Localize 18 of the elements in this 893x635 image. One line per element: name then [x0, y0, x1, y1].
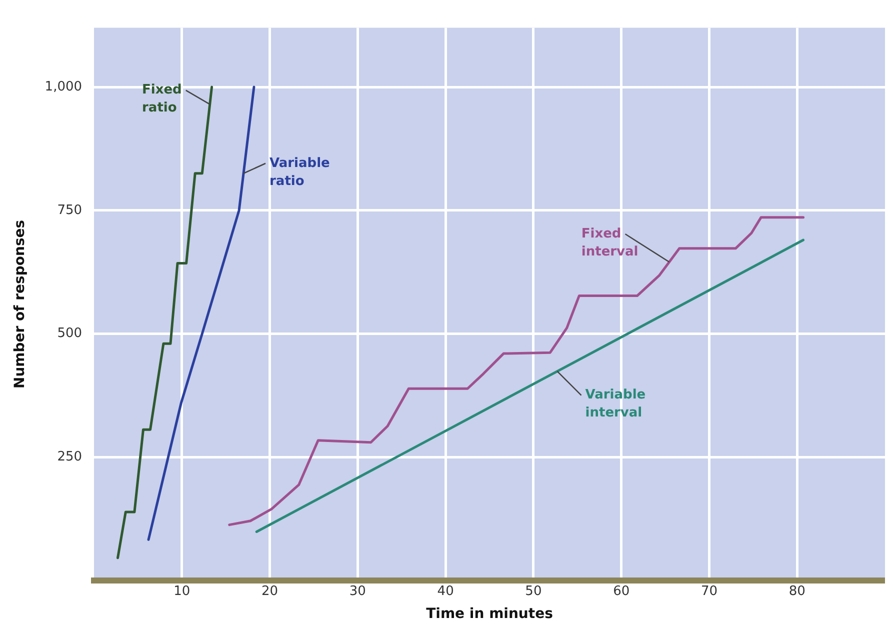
text: Variable interval [585, 388, 646, 421]
y-axis-title: Number of responses [12, 220, 28, 389]
x-tick-label: 10 [174, 584, 190, 599]
x-tick-label: 50 [525, 584, 542, 599]
x-tick-label: 60 [613, 584, 630, 599]
x-tick-label: 20 [262, 584, 278, 599]
text: Fixed interval [581, 226, 638, 260]
y-tick-label: 750 [57, 202, 82, 218]
series-label: Variable ratio [270, 156, 330, 189]
text: Fixed ratio [142, 82, 182, 116]
x-tick-label: 40 [437, 584, 454, 599]
y-tick-label: 500 [57, 326, 82, 342]
x-tick-label: 80 [788, 584, 806, 599]
x-axis-title: Time in minutes [426, 606, 553, 622]
y-tick-label: 1,000 [44, 79, 82, 94]
y-tick-label: 250 [57, 450, 82, 465]
x-tick-label: 70 [700, 584, 718, 599]
x-tick-label: 30 [349, 584, 366, 599]
